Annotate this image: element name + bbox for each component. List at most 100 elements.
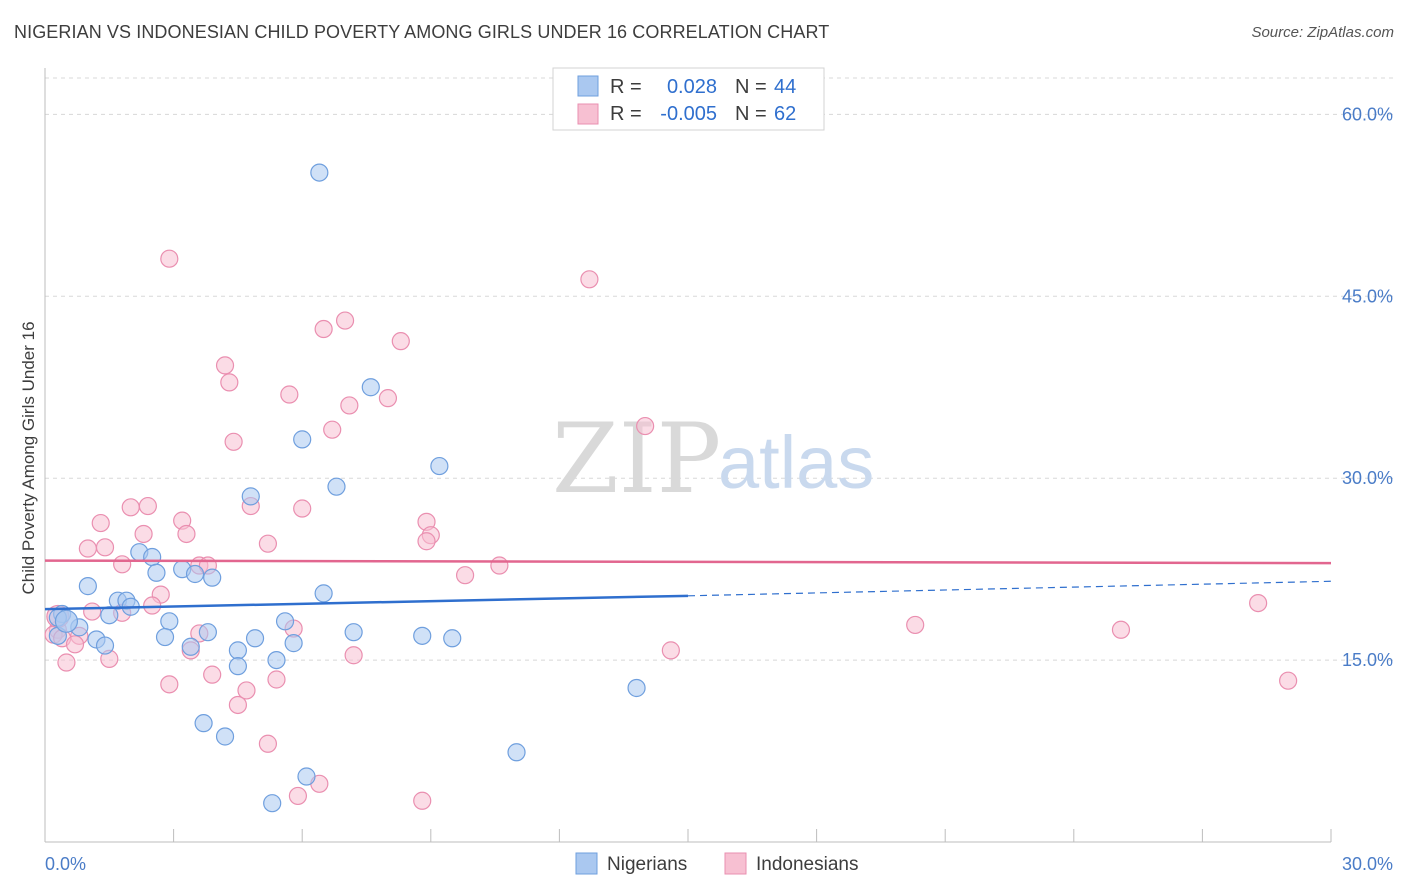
tick-labels: 15.0% 30.0% 45.0% 60.0% 0.0% 30.0% xyxy=(45,104,1393,874)
y-tick-label: 60.0% xyxy=(1342,104,1393,124)
indonesians-point xyxy=(258,734,278,753)
indonesians-points xyxy=(44,249,1298,810)
nigerians-point xyxy=(78,577,97,596)
indonesians-point xyxy=(91,513,110,533)
indonesians-point xyxy=(224,432,243,451)
indonesians-point xyxy=(1249,593,1268,613)
y-axis-label: Child Poverty Among Girls Under 16 xyxy=(19,321,38,594)
indonesians-point xyxy=(293,499,312,518)
chart-title: NIGERIAN VS INDONESIAN CHILD POVERTY AMO… xyxy=(14,22,830,42)
legend-n-value-2: 62 xyxy=(774,103,796,125)
indonesians-point xyxy=(314,319,333,339)
indonesians-point xyxy=(215,356,235,375)
indonesians-point xyxy=(280,385,299,404)
nigerians-point xyxy=(147,563,166,582)
indonesians-point xyxy=(490,556,509,575)
nigerians-point xyxy=(185,564,205,584)
bottom-legend-nigerians: Nigerians xyxy=(607,854,687,875)
nigerians-point xyxy=(627,678,646,698)
watermark-atlas: atlas xyxy=(718,421,874,504)
y-tick-label: 15.0% xyxy=(1342,650,1393,670)
indonesians-point xyxy=(391,332,410,351)
indonesians-point xyxy=(203,665,222,684)
legend-r-value-2: -0.005 xyxy=(660,103,717,125)
nigerians-trend-line xyxy=(44,594,689,611)
indonesians-point xyxy=(267,670,286,689)
indonesians-point xyxy=(160,675,179,694)
chart-source: Source: ZipAtlas.com xyxy=(1251,24,1394,41)
indonesians-point xyxy=(413,791,432,810)
nigerians-point xyxy=(443,629,462,648)
indonesians-point xyxy=(661,641,680,660)
x-tick-label: 0.0% xyxy=(45,854,86,874)
correlation-legend: R = 0.028 N = 44 R = -0.005 N = 62 xyxy=(552,67,825,131)
legend-n-label-2: N = xyxy=(735,103,767,125)
x-tick-label: 30.0% xyxy=(1342,854,1393,874)
indonesians-point xyxy=(417,532,436,551)
indonesians-point xyxy=(78,539,97,558)
nigerians-point xyxy=(203,568,222,587)
indonesians-point xyxy=(288,786,308,806)
bottom-legend-swatch-indonesians xyxy=(724,852,747,875)
nigerians-points xyxy=(48,163,646,813)
legend-r-label-2: R = xyxy=(610,103,642,125)
nigerians-point xyxy=(413,626,432,645)
legend-swatch-nigerians xyxy=(577,75,599,97)
nigerians-point xyxy=(314,584,333,603)
nigerians-point xyxy=(284,634,303,653)
indonesians-point xyxy=(906,615,925,635)
nigerians-point xyxy=(293,430,312,449)
indonesians-point xyxy=(335,311,355,330)
indonesians-point xyxy=(1279,671,1298,690)
nigerians-point xyxy=(241,487,260,506)
indonesians-point xyxy=(580,270,599,289)
nigerians-point xyxy=(155,627,175,647)
indonesians-point xyxy=(636,416,655,436)
nigerians-point xyxy=(245,629,265,648)
nigerians-point xyxy=(267,650,286,670)
nigerians-trend-extension xyxy=(687,580,1332,597)
nigerians-point xyxy=(95,636,115,655)
indonesians-trend-line xyxy=(44,559,1332,565)
indonesians-point xyxy=(121,498,140,517)
nigerians-point xyxy=(228,641,247,660)
y-tick-label: 30.0% xyxy=(1342,468,1393,488)
indonesians-point xyxy=(237,681,256,700)
nigerians-point xyxy=(100,606,119,625)
indonesians-point xyxy=(83,602,102,621)
indonesians-point xyxy=(228,695,247,715)
nigerians-point xyxy=(297,767,316,786)
axes-layer xyxy=(44,68,1332,843)
watermark-zip: ZIP xyxy=(552,403,721,515)
nigerians-point xyxy=(181,637,200,656)
nigerians-point xyxy=(143,547,162,567)
legend-r-label-1: R = xyxy=(610,76,642,98)
indonesians-point xyxy=(138,496,157,516)
bottom-legend-indonesians: Indonesians xyxy=(756,854,858,875)
nigerians-point xyxy=(275,612,295,631)
nigerians-point xyxy=(160,612,179,631)
indonesians-point xyxy=(95,538,115,557)
y-tick-label: 45.0% xyxy=(1342,286,1393,306)
legend-r-value-1: 0.028 xyxy=(667,76,717,98)
indonesians-point xyxy=(160,249,179,268)
nigerians-point xyxy=(228,657,247,676)
nigerians-point xyxy=(430,456,449,476)
indonesians-point xyxy=(177,524,196,544)
indonesians-point xyxy=(344,646,363,665)
nigerians-point xyxy=(310,163,329,182)
nigerians-point xyxy=(361,378,380,397)
nigerians-point xyxy=(344,623,363,642)
indonesians-point xyxy=(258,534,278,553)
indonesians-point xyxy=(220,373,239,392)
indonesians-point xyxy=(65,635,85,654)
nigerians-point xyxy=(507,743,526,762)
indonesians-point xyxy=(323,420,342,439)
indonesians-point xyxy=(113,555,132,574)
nigerians-point xyxy=(215,727,235,746)
trend-lines xyxy=(44,559,1332,611)
series-legend: Nigerians Indonesians xyxy=(575,852,858,875)
nigerians-point xyxy=(263,794,282,813)
indonesians-point xyxy=(378,389,398,408)
